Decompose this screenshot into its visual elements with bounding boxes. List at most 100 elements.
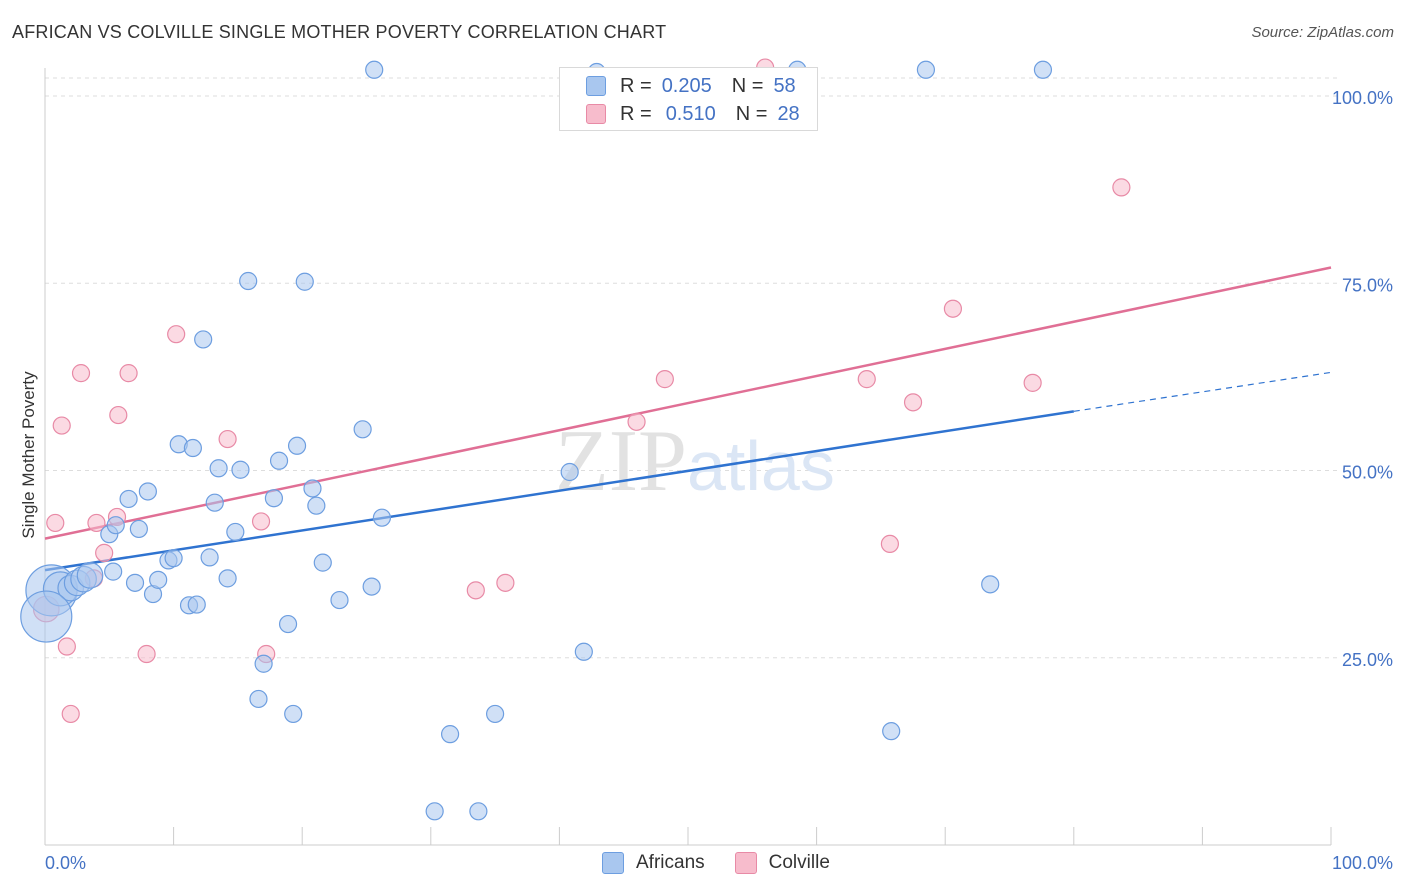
africans-point	[138, 482, 157, 501]
africans-point	[882, 722, 901, 741]
africans-point	[209, 459, 228, 478]
africans-point	[249, 689, 268, 709]
legend-row-africans: R = 0.205 N = 58	[586, 73, 796, 99]
x-tick-label-min: 0.0%	[45, 853, 86, 873]
africans-point	[269, 451, 289, 470]
colville-r-value: 0.510	[665, 102, 716, 125]
africans-point	[254, 654, 273, 673]
legend-item-colville: Colville	[734, 852, 830, 874]
africans-n-value: 58	[773, 74, 796, 97]
colville-n-label: N =	[735, 102, 768, 125]
colville-n-value: 28	[777, 102, 800, 125]
africans-legend-label: Africans	[636, 852, 705, 873]
trend-lines	[44, 266, 1332, 572]
colville-point	[903, 393, 923, 412]
africans-point	[440, 725, 460, 744]
africans-legend-swatch	[602, 852, 624, 874]
legend-row-colville: R = 0.510 N = 28	[586, 101, 800, 127]
africans-point	[129, 519, 148, 539]
africans-point	[125, 573, 145, 592]
africans-point	[104, 562, 123, 581]
colville-legend-swatch	[734, 852, 757, 874]
africans-point	[200, 548, 219, 567]
colville-point	[943, 299, 963, 318]
y-tick-labels: 25.0% 50.0% 75.0% 100.0%	[1332, 88, 1393, 670]
africans-point	[149, 570, 168, 589]
africans-point	[303, 479, 322, 498]
colville-point	[655, 370, 674, 389]
africans-point	[307, 496, 326, 515]
source-label: Source: ZipAtlas.com	[1251, 24, 1394, 41]
africans-point	[362, 577, 381, 596]
grid-lines	[45, 77, 1341, 659]
africans-point	[278, 614, 298, 634]
africans-point	[106, 516, 125, 535]
y-axis-label: Single Mother Poverty	[19, 371, 38, 539]
africans-point	[183, 438, 202, 458]
x-tick-label-max: 100.0%	[1332, 853, 1393, 873]
africans-trend-line	[44, 410, 1074, 572]
colville-point	[95, 543, 114, 562]
colville-point	[218, 429, 237, 449]
africans-point	[574, 642, 593, 661]
watermark-atlas-text: atlas	[687, 427, 835, 505]
colville-point	[167, 325, 186, 344]
y-tick-label: 50.0%	[1342, 463, 1393, 483]
africans-point	[231, 460, 250, 479]
africans-point	[218, 569, 237, 588]
series-legend: Africans Colville	[602, 852, 860, 874]
africans-point	[164, 549, 183, 568]
africans-point	[119, 489, 138, 509]
africans-point	[313, 553, 332, 572]
colville-point	[857, 370, 876, 389]
stats-legend: R = 0.205 N = 58 R = 0.510 N = 28	[559, 67, 818, 131]
africans-r-value: 0.205	[661, 74, 712, 97]
colville-point	[46, 513, 65, 533]
y-tick-label: 25.0%	[1342, 650, 1393, 670]
africans-n-label: N =	[731, 74, 764, 97]
colville-point	[87, 513, 106, 533]
africans-point	[205, 493, 224, 512]
africans-point	[1033, 60, 1053, 79]
colville-point	[1112, 178, 1131, 197]
y-tick-label: 100.0%	[1332, 88, 1393, 108]
colville-r-label: R =	[620, 102, 652, 125]
colville-trend-line	[44, 266, 1332, 540]
colville-point	[61, 704, 80, 724]
africans-trend-extension	[1073, 371, 1332, 412]
africans-point	[239, 271, 258, 291]
colville-point	[57, 637, 76, 656]
y-tick-label: 75.0%	[1342, 275, 1393, 295]
africans-point	[187, 595, 206, 614]
africans-point	[353, 420, 372, 439]
africans-point	[425, 802, 444, 821]
colville-point	[52, 416, 71, 435]
africans-point	[372, 508, 392, 527]
x-tick-labels: 0.0% 100.0%	[45, 853, 1393, 873]
africans-point	[330, 590, 349, 610]
colville-point	[137, 644, 156, 664]
colville-point	[251, 512, 271, 531]
colville-point	[119, 364, 138, 383]
africans-point	[560, 462, 579, 482]
legend-item-africans: Africans	[602, 852, 705, 874]
africans-point	[20, 590, 73, 643]
africans-point	[264, 489, 284, 508]
africans-point	[981, 575, 1000, 594]
colville-swatch	[586, 104, 606, 124]
colville-point	[496, 573, 515, 592]
africans-point	[76, 562, 104, 589]
axes	[44, 68, 1332, 846]
colville-point	[627, 412, 646, 431]
africans-point	[194, 330, 213, 349]
watermark-zip-text: ZIP	[555, 413, 687, 510]
africans-point	[295, 272, 314, 291]
data-points	[20, 58, 1131, 821]
africans-point	[226, 522, 245, 542]
colville-point	[109, 405, 128, 425]
watermark: ZIPatlas	[555, 413, 835, 510]
africans-point	[287, 436, 307, 455]
colville-point	[466, 581, 485, 600]
africans-point	[916, 60, 936, 79]
